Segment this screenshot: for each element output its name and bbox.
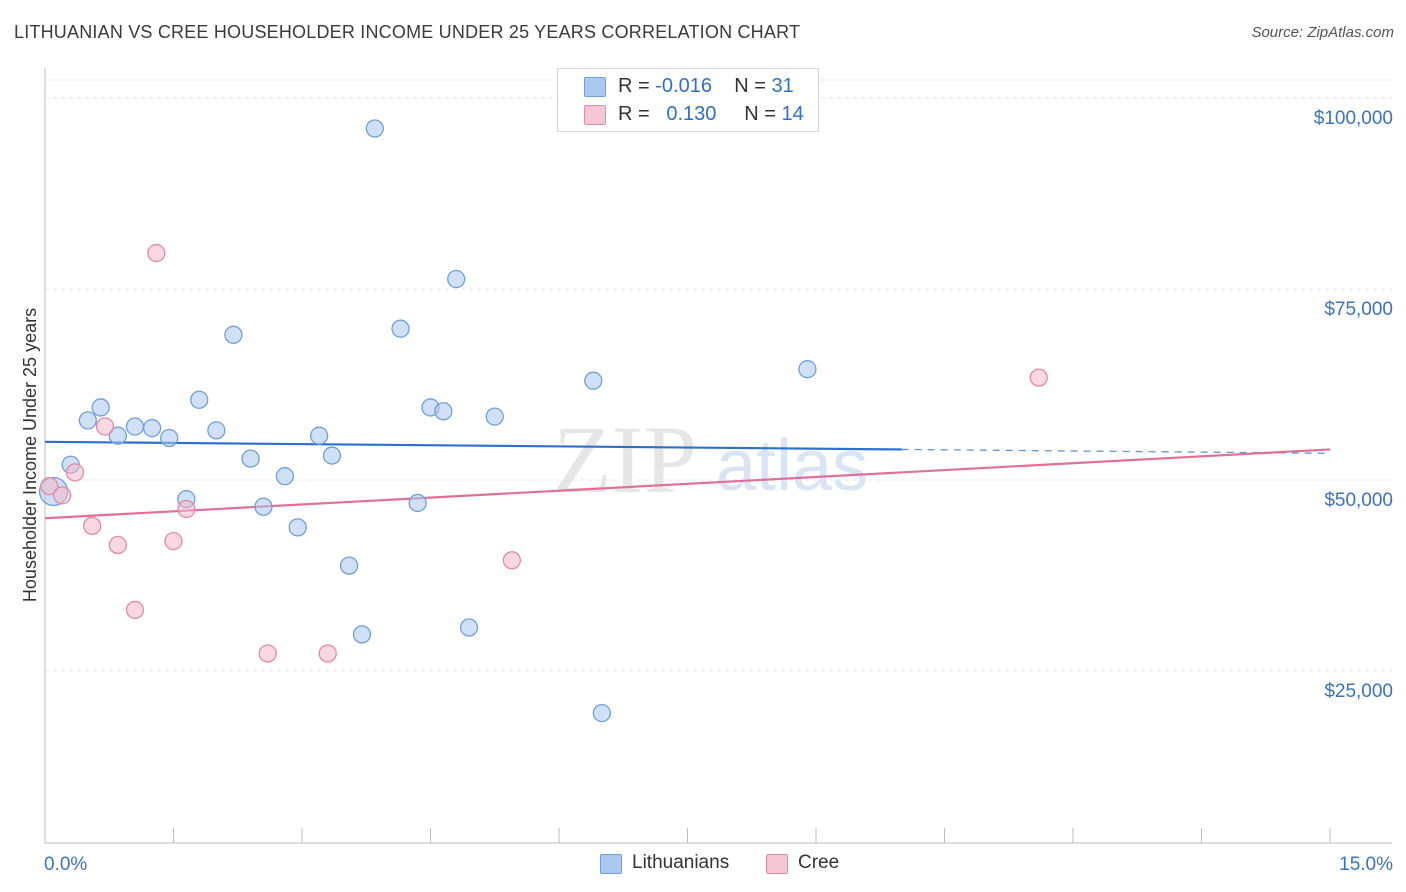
point-lithuanians-3 xyxy=(91,398,110,417)
point-lithuanians-20 xyxy=(365,119,384,138)
bottom-legend-label-cree: Cree xyxy=(798,852,840,873)
point-lithuanians-13 xyxy=(254,497,273,516)
point-cree-3 xyxy=(82,516,102,536)
chart-title: LITHUANIAN VS CREE HOUSEHOLDER INCOME UN… xyxy=(14,22,801,42)
legend-r-value: -0.016 xyxy=(655,75,712,97)
point-lithuanians-22 xyxy=(408,493,427,513)
point-lithuanians-29 xyxy=(592,703,611,723)
point-lithuanians-15 xyxy=(288,518,307,537)
stats-legend: R = -0.016 N = 31 R = 0.130 N = 14 xyxy=(557,68,819,132)
legend-n-label: N = xyxy=(744,103,776,125)
point-cree-13 xyxy=(1029,368,1048,387)
x-tick-labels: 0.0% 15.0% xyxy=(44,854,1393,875)
legend-swatch-lithuanians xyxy=(584,77,606,97)
point-lithuanians-21 xyxy=(391,319,410,338)
point-cree-9 xyxy=(177,499,196,519)
legend-r-label: R = xyxy=(618,75,650,97)
point-cree-7 xyxy=(147,243,166,263)
legend-r-label: R = xyxy=(618,103,650,125)
trend-line-0 xyxy=(44,440,902,451)
point-lithuanians-9 xyxy=(190,390,209,409)
point-lithuanians-6 xyxy=(142,418,162,438)
gridlines xyxy=(45,79,1392,672)
y-tick-label-1: $50,000 xyxy=(1324,490,1393,511)
point-cree-12 xyxy=(502,551,522,570)
point-cree-0 xyxy=(40,476,59,496)
point-lithuanians-10 xyxy=(207,421,226,440)
point-lithuanians-18 xyxy=(339,556,359,575)
bottom-legend-swatch-lithuanians xyxy=(600,854,622,874)
legend-n-value: 31 xyxy=(771,75,794,97)
y-tick-label-0: $25,000 xyxy=(1324,681,1393,702)
point-cree-11 xyxy=(318,644,337,663)
point-lithuanians-19 xyxy=(352,625,372,644)
legend-n-label: N = xyxy=(734,75,766,97)
point-lithuanians-16 xyxy=(309,426,329,445)
watermark-zip: ZIP xyxy=(553,406,697,513)
point-cree-10 xyxy=(258,644,277,663)
point-lithuanians-28 xyxy=(584,371,603,390)
watermark-atlas: atlas xyxy=(716,426,868,506)
point-lithuanians-5 xyxy=(125,417,145,436)
point-lithuanians-24 xyxy=(434,402,453,421)
point-lithuanians-4 xyxy=(108,426,127,445)
point-lithuanians-27 xyxy=(485,407,504,426)
point-lithuanians-25 xyxy=(447,269,466,289)
x-tick-label-1: 15.0% xyxy=(1339,854,1393,875)
point-cree-6 xyxy=(125,600,145,620)
point-lithuanians-12 xyxy=(241,449,260,468)
bottom-legend-swatch-cree xyxy=(766,854,788,874)
bottom-legend-label-lithuanians: Lithuanians xyxy=(632,852,730,873)
legend-n-value: 14 xyxy=(781,103,804,125)
point-lithuanians-14 xyxy=(275,467,295,486)
legend-swatch-cree xyxy=(584,105,606,125)
point-lithuanians-30 xyxy=(798,360,817,379)
point-lithuanians-11 xyxy=(224,325,243,344)
point-cree-2 xyxy=(65,463,85,482)
point-cree-4 xyxy=(95,417,115,436)
point-lithuanians-26 xyxy=(459,618,479,637)
point-cree-1 xyxy=(52,486,72,505)
point-lithuanians-17 xyxy=(322,446,342,465)
point-lithuanians-2 xyxy=(78,411,97,430)
legend-r-value: 0.130 xyxy=(666,103,717,125)
y-tick-labels: $25,000 $50,000 $75,000 $100,000 xyxy=(1314,108,1393,702)
chart-source: Source: ZipAtlas.com xyxy=(1251,24,1394,41)
point-cree-5 xyxy=(108,535,127,555)
y-tick-label-2: $75,000 xyxy=(1324,299,1393,320)
y-tick-label-3: $100,000 xyxy=(1314,108,1393,129)
axes xyxy=(44,68,1392,844)
y-axis-label: Householder Income Under 25 years xyxy=(20,308,40,602)
x-tick-label-0: 0.0% xyxy=(44,854,87,875)
data-points xyxy=(38,119,1048,723)
point-cree-8 xyxy=(164,531,183,551)
point-lithuanians-7 xyxy=(160,428,179,448)
